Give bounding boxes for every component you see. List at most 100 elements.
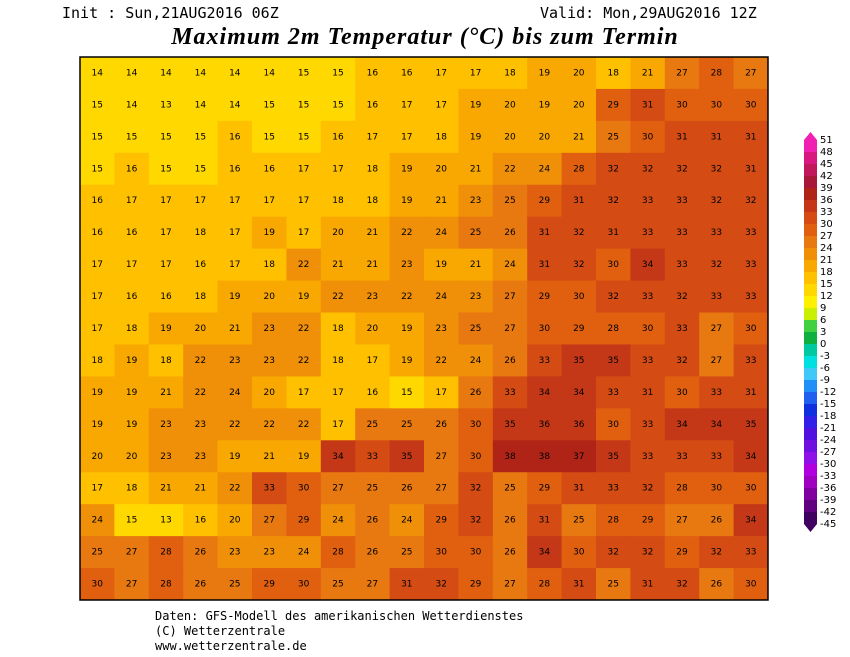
temperature-label: 20 <box>195 324 207 334</box>
temperature-label: 26 <box>711 516 723 526</box>
temperature-cell <box>561 88 597 122</box>
colorbar-label: 21 <box>820 255 833 266</box>
temperature-cell <box>492 568 528 601</box>
temperature-cell <box>458 248 494 282</box>
temperature-cell <box>527 568 563 601</box>
temperature-cell <box>148 504 184 537</box>
temperature-cell <box>286 280 322 314</box>
temperature-label: 34 <box>539 388 551 398</box>
temperature-cell <box>527 408 563 441</box>
colorbar-box <box>804 488 817 500</box>
temperature-cell <box>630 408 666 441</box>
temperature-cell <box>527 248 563 282</box>
temperature-cell <box>561 376 597 409</box>
temperature-cell <box>286 536 322 569</box>
temperature-label: 26 <box>401 484 413 494</box>
temperature-cell <box>114 312 150 345</box>
colorbar-box <box>804 296 817 308</box>
temperature-cell <box>596 88 631 122</box>
temperature-cell <box>389 408 425 441</box>
temperature-cell <box>217 248 253 282</box>
temperature-cell <box>664 504 700 537</box>
temperature-label: 28 <box>607 324 619 334</box>
temperature-label: 23 <box>263 548 274 558</box>
temperature-label: 30 <box>745 580 757 590</box>
temperature-label: 19 <box>91 420 103 430</box>
temperature-label: 30 <box>745 324 757 334</box>
temperature-label: 18 <box>91 356 103 366</box>
temperature-cell <box>596 216 631 250</box>
temperature-cell <box>183 440 219 473</box>
temperature-cell <box>424 504 459 537</box>
temperature-cell <box>389 216 425 250</box>
temperature-cell <box>527 344 563 377</box>
temperature-label: 29 <box>539 484 551 494</box>
temperature-label: 16 <box>367 68 379 78</box>
temperature-label: 26 <box>367 516 379 526</box>
temperature-label: 17 <box>160 196 171 206</box>
temperature-cell <box>183 152 219 186</box>
temperature-label: 25 <box>504 484 515 494</box>
temperature-cell <box>217 536 253 569</box>
temperature-label: 17 <box>401 132 412 142</box>
temperature-cell <box>114 440 150 473</box>
temperature-cell <box>80 408 115 441</box>
temperature-label: 38 <box>539 452 551 462</box>
temperature-label: 15 <box>195 164 206 174</box>
temperature-label: 34 <box>745 452 757 462</box>
temperature-cell <box>699 568 735 601</box>
temperature-cell <box>355 440 391 473</box>
temperature-label: 20 <box>573 68 585 78</box>
temperature-label: 21 <box>470 164 481 174</box>
temperature-cell <box>114 376 150 409</box>
temperature-label: 19 <box>401 356 413 366</box>
temperature-label: 18 <box>332 324 344 334</box>
temperature-label: 23 <box>229 548 240 558</box>
temperature-label: 33 <box>263 484 274 494</box>
temperature-cell <box>699 536 735 569</box>
temperature-label: 24 <box>539 164 551 174</box>
temperature-cell <box>114 504 150 537</box>
temperature-label: 32 <box>676 356 687 366</box>
temperature-cell <box>286 216 322 250</box>
temperature-label: 27 <box>367 580 378 590</box>
temperature-cell <box>561 408 597 441</box>
temperature-label: 23 <box>470 292 481 302</box>
temperature-label: 24 <box>298 548 310 558</box>
temperature-label: 17 <box>298 228 309 238</box>
temperature-cell <box>630 536 666 569</box>
temperature-cell <box>114 408 150 441</box>
temperature-cell <box>733 440 769 473</box>
temperature-label: 25 <box>504 196 515 206</box>
footer-url: www.wetterzentrale.de <box>155 639 307 653</box>
colorbar-label: -45 <box>820 519 836 530</box>
temperature-cell <box>492 120 528 154</box>
temperature-label: 17 <box>160 260 171 270</box>
temperature-label: 32 <box>607 164 618 174</box>
temperature-cell <box>114 280 150 314</box>
temperature-cell <box>320 472 356 505</box>
temperature-cell <box>596 568 631 601</box>
temperature-label: 36 <box>573 420 585 430</box>
temperature-cell <box>424 280 459 314</box>
temperature-cell <box>596 376 631 409</box>
temperature-label: 30 <box>711 484 723 494</box>
temperature-cell <box>286 312 322 345</box>
temperature-cell <box>183 376 219 409</box>
temperature-label: 20 <box>539 132 551 142</box>
map-title: Maximum 2m Temperatur (°C) bis zum Termi… <box>170 24 679 50</box>
colorbar-label: -15 <box>820 399 836 410</box>
temperature-label: 18 <box>435 132 447 142</box>
temperature-label: 30 <box>470 452 482 462</box>
colorbar-box <box>804 512 817 524</box>
colorbar-label: -24 <box>820 435 836 446</box>
temperature-label: 22 <box>401 228 412 238</box>
temperature-label: 27 <box>676 516 687 526</box>
temperature-cell <box>252 376 287 409</box>
temperature-label: 17 <box>367 356 378 366</box>
temperature-cell <box>492 344 528 377</box>
temperature-label: 24 <box>91 516 103 526</box>
temperature-label: 16 <box>91 228 103 238</box>
temperature-cell <box>699 57 735 90</box>
temperature-cell <box>320 120 356 154</box>
